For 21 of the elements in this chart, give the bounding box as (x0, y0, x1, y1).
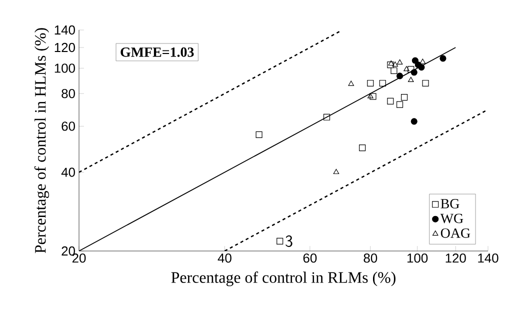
legend-label: WG (440, 214, 464, 224)
y-axis-title: Percentage of control in HLMs (%) (34, 28, 50, 254)
x-tick-label: 120 (446, 254, 466, 263)
x-tick-label: 140 (478, 254, 498, 263)
x-tick-label: 40 (218, 254, 232, 263)
x-tick-label: 60 (303, 254, 317, 263)
legend-label: BG (440, 199, 460, 208)
x-tick-label: 20 (72, 254, 86, 263)
y-tick-label: 80 (62, 88, 75, 98)
x-axis-title: Percentage of control in RLMs (%) (171, 272, 396, 286)
annotation: GMFE=1.03 (120, 47, 194, 57)
annotation: 3 (286, 235, 292, 248)
y-tick-label: 140 (54, 25, 75, 35)
y-tick-label: 60 (62, 122, 75, 131)
x-tick-label: 100 (407, 254, 428, 263)
y-tick-label: 40 (61, 168, 75, 177)
legend-label: OAG (440, 228, 470, 238)
y-tick-label: 120 (54, 42, 75, 52)
y-tick-label: 20 (62, 246, 75, 256)
x-tick-label: 80 (364, 254, 378, 263)
y-tick-label: 100 (54, 64, 75, 73)
